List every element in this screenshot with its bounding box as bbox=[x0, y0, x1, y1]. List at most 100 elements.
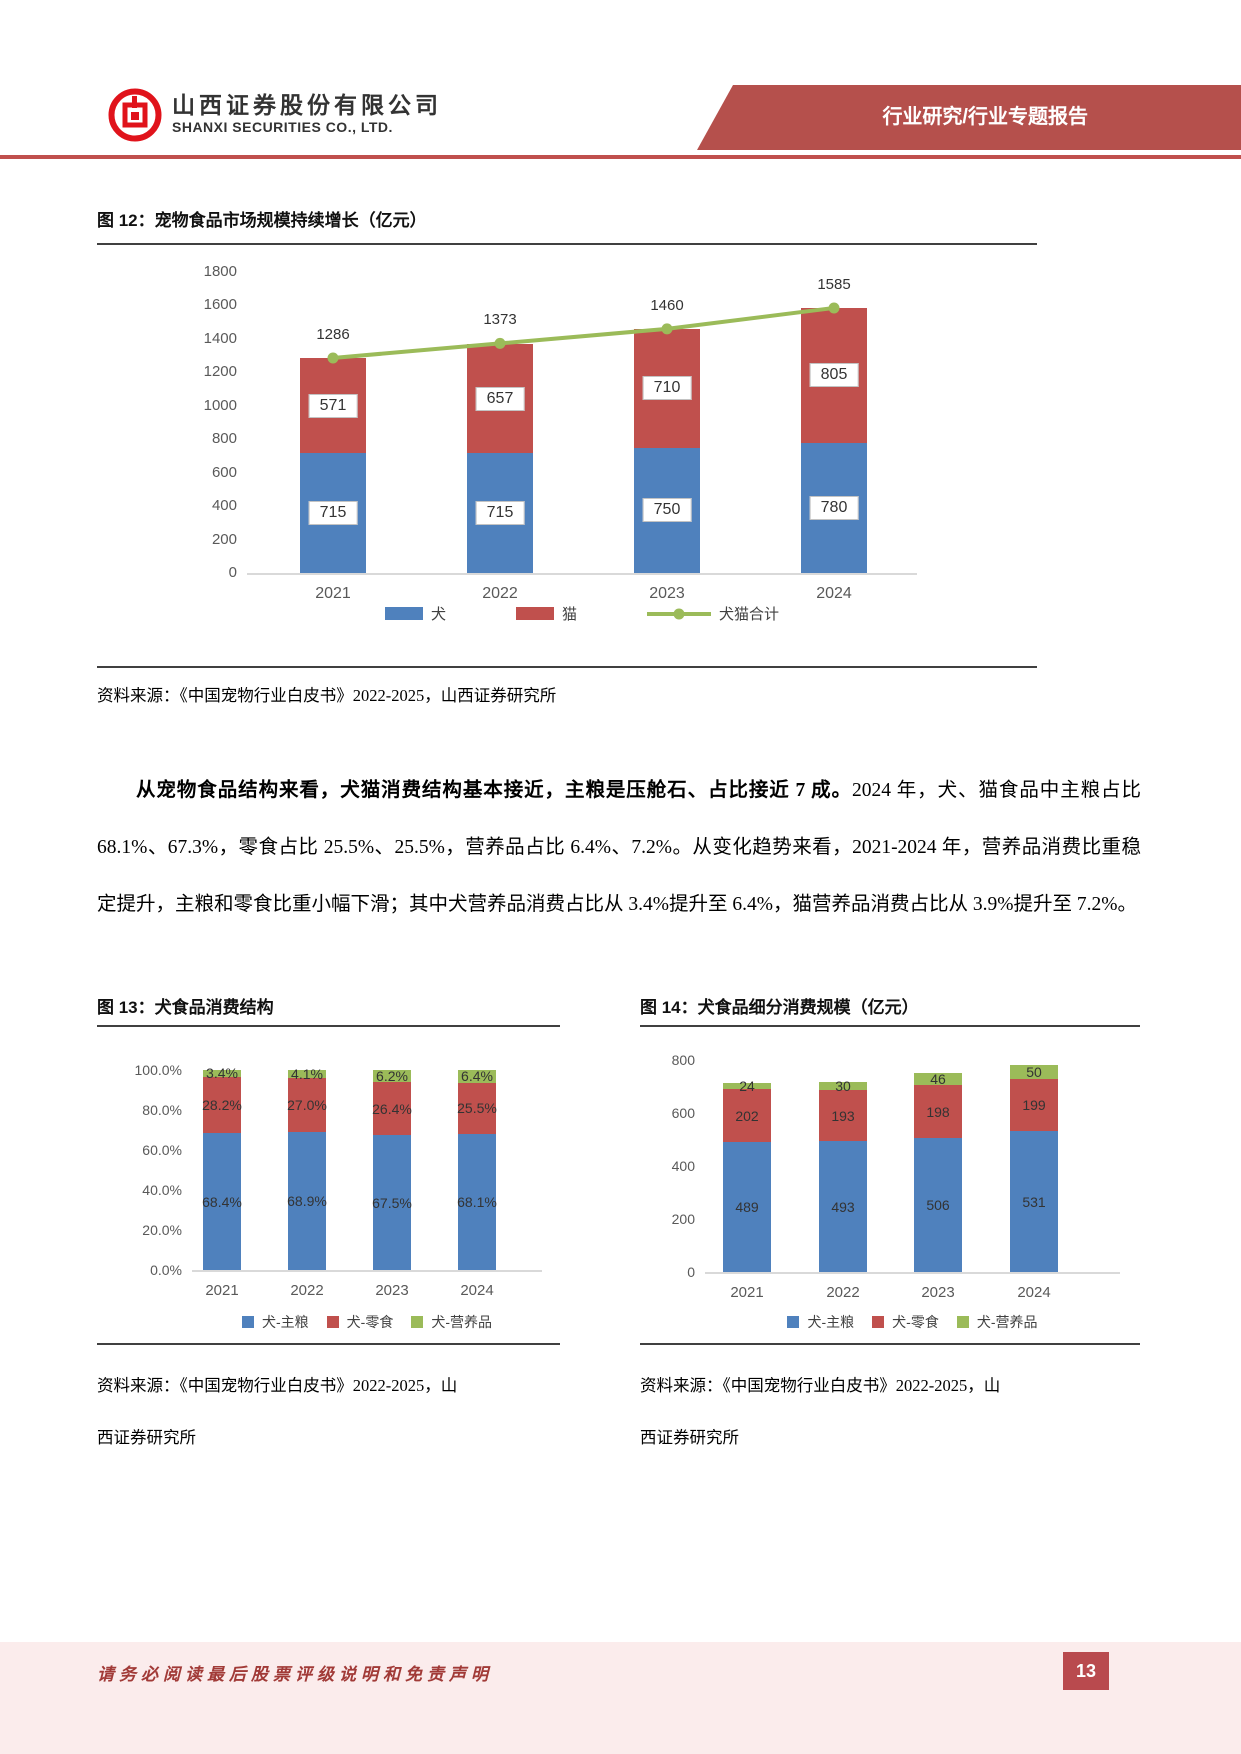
data-label: 750 bbox=[642, 498, 692, 523]
data-label: 571 bbox=[308, 393, 358, 418]
data-label: 4.1% bbox=[291, 1066, 323, 1083]
data-label: 28.2% bbox=[202, 1097, 242, 1113]
y-axis-tick-label: 800 bbox=[211, 430, 237, 448]
y-axis-tick-label: 200 bbox=[211, 530, 237, 548]
legend-swatch bbox=[787, 1316, 800, 1328]
legend-label: 犬-营养品 bbox=[976, 1314, 1038, 1330]
x-axis-category-label: 2021 bbox=[205, 1282, 239, 1299]
bar-segment bbox=[914, 1137, 962, 1272]
report-type-label: 行业研究/行业专题报告 bbox=[882, 106, 1088, 128]
y-axis-tick-label: 40.0% bbox=[142, 1182, 182, 1198]
data-label: 27.0% bbox=[287, 1097, 327, 1114]
fig13-chart: 0.0% 20.0% 40.0% 60.0% 80.0% 100.0% 68.4% 28.2%… bbox=[97, 1032, 560, 1337]
fig14-chart: 0 200 400 600 800 489 202 24 2021 493 193 30 2022 506… bbox=[640, 1032, 1140, 1337]
body-paragraph: 从宠物食品结构来看，犬猫消费结构基本接近，主粮是压舱石、占比接近 7 成。202… bbox=[97, 762, 1141, 933]
bar-segment bbox=[723, 1088, 771, 1143]
legend-swatch bbox=[872, 1316, 885, 1328]
fig14-source-line1: 资料来源：《中国宠物行业白皮书》2022-2025，山 bbox=[640, 1376, 1001, 1395]
data-label: 46 bbox=[930, 1071, 946, 1088]
line-point-label: 1373 bbox=[483, 311, 517, 329]
x-axis-category-label: 2022 bbox=[482, 585, 518, 602]
bar-segment bbox=[819, 1090, 867, 1142]
legend-swatch bbox=[384, 607, 423, 620]
fig13-bottom-rule bbox=[97, 1343, 560, 1345]
x-axis-category-label: 2023 bbox=[375, 1282, 409, 1299]
y-axis-tick-label: 0 bbox=[228, 564, 237, 581]
bar-segment bbox=[723, 1142, 771, 1272]
bar-segment bbox=[288, 1132, 326, 1270]
x-axis-category-label: 2021 bbox=[315, 585, 351, 602]
bar-segment bbox=[203, 1133, 241, 1270]
data-label: 198 bbox=[926, 1103, 950, 1120]
line-point-label: 1585 bbox=[817, 275, 851, 293]
fig13-source-line1: 资料来源：《中国宠物行业白皮书》2022-2025，山 bbox=[97, 1376, 458, 1395]
data-label: 68.1% bbox=[457, 1193, 497, 1210]
data-label: 780 bbox=[809, 495, 859, 520]
y-axis-tick-label: 1200 bbox=[203, 363, 237, 381]
data-label: 6.2% bbox=[376, 1068, 408, 1084]
x-axis-category-label: 2022 bbox=[826, 1284, 860, 1301]
bar-segment bbox=[1010, 1065, 1058, 1079]
data-label: 24 bbox=[739, 1077, 755, 1094]
header-divider bbox=[0, 155, 1241, 159]
data-label: 202 bbox=[735, 1107, 759, 1124]
y-axis-tick-label: 0.0% bbox=[150, 1262, 182, 1278]
legend-item: 猫 bbox=[515, 603, 577, 624]
fig12-bottom-rule bbox=[97, 666, 1037, 668]
y-axis-tick-label: 1000 bbox=[203, 396, 237, 414]
bar-segment bbox=[373, 1069, 411, 1083]
data-label: 67.5% bbox=[372, 1194, 412, 1211]
fig14-title: 图 14：犬食品细分消费规模（亿元） bbox=[640, 998, 919, 1017]
data-label: 193 bbox=[831, 1107, 855, 1124]
data-label: 199 bbox=[1022, 1096, 1046, 1113]
legend-swatch bbox=[241, 1316, 254, 1328]
data-label: 715 bbox=[308, 501, 358, 526]
bar-segment bbox=[1010, 1078, 1058, 1132]
x-axis-category-label: 2021 bbox=[730, 1284, 764, 1301]
data-label: 6.4% bbox=[461, 1068, 493, 1085]
legend-label: 犬-营养品 bbox=[431, 1314, 492, 1330]
legend-item: 犬-主粮 bbox=[787, 1312, 854, 1332]
y-axis-tick-label: 60.0% bbox=[142, 1142, 182, 1158]
data-label: 25.5% bbox=[457, 1100, 497, 1117]
y-axis-tick-label: 80.0% bbox=[142, 1102, 182, 1118]
bar-segment bbox=[373, 1135, 411, 1270]
chart-legend: 犬-主粮 犬-零食 犬-营养品 bbox=[705, 1312, 1120, 1332]
legend-item: 犬 bbox=[384, 603, 446, 624]
legend-label: 犬 bbox=[430, 606, 446, 623]
line-point-label: 1286 bbox=[316, 325, 350, 343]
legend-item: 犬-零食 bbox=[326, 1312, 393, 1332]
data-label: 50 bbox=[1026, 1063, 1042, 1080]
x-axis-category-label: 2022 bbox=[290, 1282, 324, 1299]
chart-legend: 犬-主粮 犬-零食 犬-营养品 bbox=[192, 1312, 542, 1332]
legend-label: 犬-主粮 bbox=[807, 1314, 855, 1330]
bar-segment bbox=[819, 1141, 867, 1272]
bar-segment bbox=[914, 1085, 962, 1138]
y-axis-tick-label: 1600 bbox=[203, 296, 237, 314]
bar-segment bbox=[819, 1082, 867, 1091]
bar-segment bbox=[288, 1078, 326, 1133]
data-label: 30 bbox=[835, 1078, 851, 1095]
data-label: 657 bbox=[475, 386, 525, 411]
legend-item: 犬-营养品 bbox=[411, 1312, 492, 1332]
y-axis-tick-label: 20.0% bbox=[142, 1222, 182, 1238]
legend-item: 犬-零食 bbox=[872, 1312, 939, 1332]
data-label: 68.9% bbox=[287, 1193, 327, 1210]
legend-label: 犬-零食 bbox=[892, 1314, 939, 1330]
x-axis-line bbox=[192, 1270, 542, 1272]
fig13-top-rule bbox=[97, 1025, 560, 1027]
legend-line-swatch bbox=[647, 608, 711, 619]
page-number-badge: 13 bbox=[1063, 1652, 1109, 1690]
fig14-bottom-rule bbox=[640, 1343, 1140, 1345]
footer-band bbox=[0, 1642, 1241, 1754]
bar-segment bbox=[914, 1073, 962, 1086]
fig14-top-rule bbox=[640, 1025, 1140, 1027]
bar-segment bbox=[203, 1076, 241, 1134]
report-type-banner: 行业研究/行业专题报告 bbox=[697, 85, 1241, 150]
y-axis-tick-label: 0 bbox=[687, 1264, 695, 1280]
bar-segment bbox=[458, 1133, 496, 1270]
paragraph-normal-text: 2024 年，犬、猫食品中主粮占比 68.1%、67.3%，零食占比 25.5%… bbox=[97, 779, 1141, 915]
y-axis-tick-label: 800 bbox=[671, 1052, 695, 1068]
bar-segment bbox=[458, 1082, 496, 1134]
